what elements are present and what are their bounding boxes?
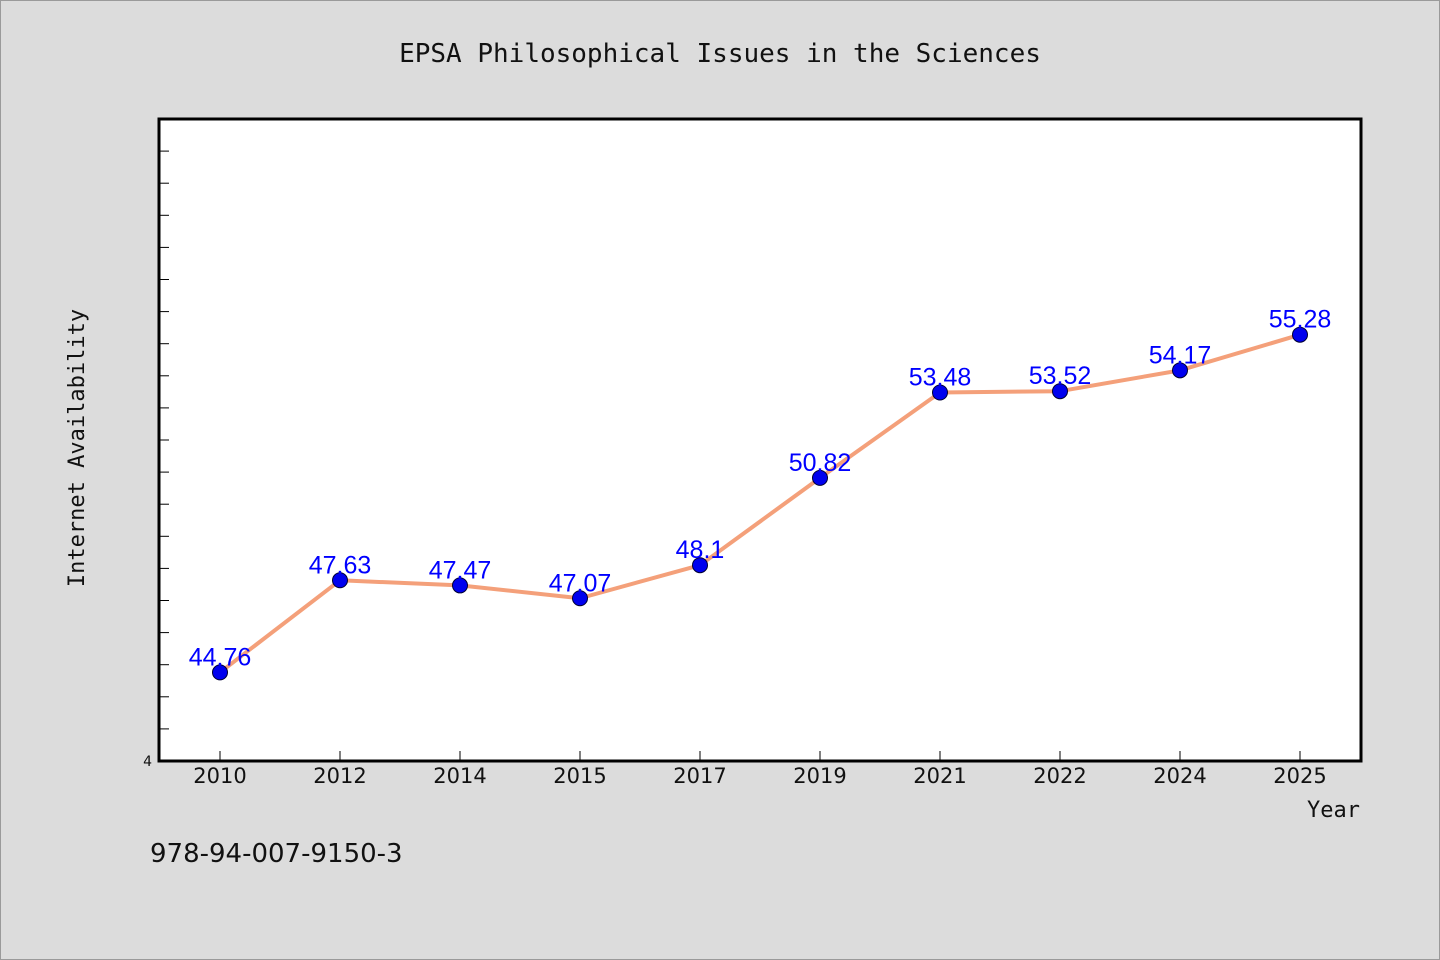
- x-tick-label: 2012: [313, 764, 366, 788]
- x-axis-ticks: [219, 751, 1301, 761]
- data-labels: 44.76 47.63 47.47 47.07 48.1 50.82 53.48 53.52 5…: [189, 306, 1332, 672]
- data-point: [212, 664, 228, 681]
- x-axis-label: Year: [1307, 798, 1360, 823]
- data-label: 48.1: [676, 536, 725, 564]
- data-point: [1292, 326, 1308, 343]
- x-tick-label: 2010: [193, 764, 246, 788]
- x-tick-label: 2022: [1033, 764, 1086, 788]
- x-tick-label: 2021: [913, 764, 966, 788]
- x-tick-label: 2017: [673, 764, 726, 788]
- data-label: 53.52: [1029, 362, 1092, 390]
- chart-title: EPSA Philosophical Issues in the Science…: [399, 39, 1041, 69]
- series-line: [218, 332, 1301, 674]
- data-label: 50.82: [789, 449, 852, 477]
- data-label: 47.63: [309, 551, 372, 579]
- x-tick-label: 2014: [433, 764, 486, 788]
- data-label: 53.48: [909, 363, 972, 391]
- data-point: [692, 557, 708, 574]
- data-point: [932, 384, 948, 401]
- data-point: [1052, 383, 1068, 400]
- data-point: [812, 469, 828, 486]
- data-label: 47.47: [429, 556, 492, 584]
- x-tick-label: 2015: [553, 764, 606, 788]
- y-tick-label: 4: [143, 754, 152, 770]
- data-label: 54.17: [1149, 341, 1212, 369]
- series-markers: [212, 326, 1308, 681]
- plot-area: [157, 117, 1363, 763]
- data-label: 55.28: [1269, 306, 1332, 334]
- data-label: 47.07: [549, 569, 612, 597]
- x-tick-label: 2025: [1273, 764, 1326, 788]
- x-tick-label: 2019: [793, 764, 846, 788]
- isbn-footer: 978-94-007-9150-3: [150, 839, 403, 869]
- data-point: [332, 572, 348, 589]
- x-axis-tick-labels: 2010 2012 2014 2015 2017 2019 2021 2022 2024 2025: [193, 764, 1326, 788]
- y-axis-ticks: [159, 118, 169, 762]
- data-point: [1172, 362, 1188, 379]
- y-axis-label: Internet Availability: [65, 309, 90, 587]
- x-tick-label: 2024: [1153, 764, 1206, 788]
- data-label: 44.76: [189, 643, 252, 671]
- data-point: [452, 577, 468, 594]
- data-point: [572, 590, 588, 607]
